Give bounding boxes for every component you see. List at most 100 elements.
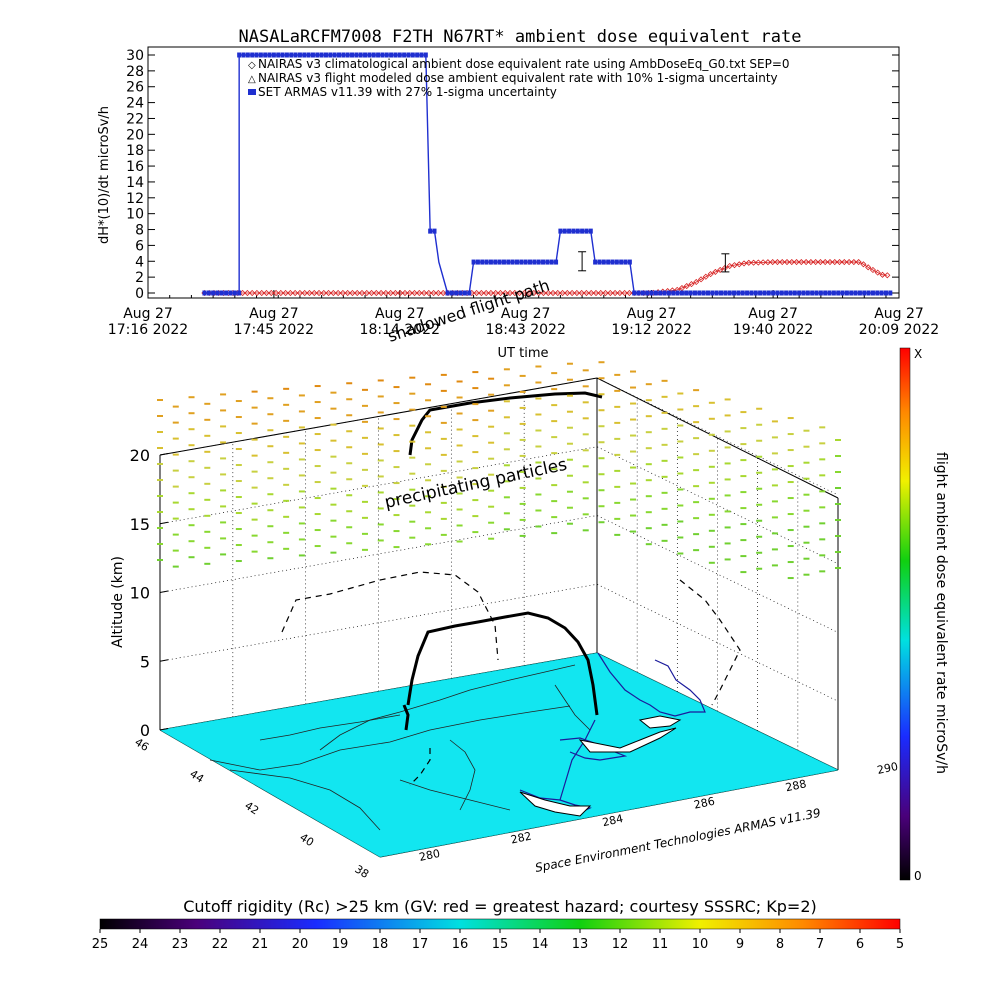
point-armas xyxy=(389,52,394,58)
point-nairas-clim xyxy=(788,258,795,266)
point-armas xyxy=(870,290,875,296)
rigidity-tick-label: 12 xyxy=(612,937,629,952)
point-nairas-clim xyxy=(745,259,752,266)
point-armas xyxy=(601,259,606,265)
point-armas xyxy=(836,290,841,296)
point-armas xyxy=(797,290,802,296)
point-nairas-clim xyxy=(688,281,695,288)
point-armas xyxy=(228,290,233,296)
point-armas xyxy=(580,228,585,234)
rigidity-tick-label: 13 xyxy=(572,937,589,952)
point-armas xyxy=(705,290,710,296)
series-group xyxy=(201,52,893,297)
rigidity-tick-label: 24 xyxy=(132,937,149,952)
point-armas xyxy=(293,52,298,58)
point-armas xyxy=(714,290,719,296)
point-nairas-clim xyxy=(530,289,537,297)
point-armas xyxy=(588,228,593,234)
point-armas xyxy=(371,52,376,58)
point-nairas-clim xyxy=(306,289,313,297)
point-armas xyxy=(232,290,237,296)
point-armas xyxy=(775,290,780,296)
lat-tick-label: 40 xyxy=(297,831,316,849)
y-axis-label: dH*(10)/dt microSv/h xyxy=(97,106,112,244)
point-nairas-clim xyxy=(401,289,409,297)
point-nairas-clim xyxy=(516,289,523,297)
point-nairas-clim xyxy=(559,289,566,297)
point-armas xyxy=(675,290,680,296)
lon-tick-label: 290 xyxy=(876,760,899,777)
point-armas xyxy=(762,290,767,296)
point-nairas-clim xyxy=(841,258,848,266)
point-armas xyxy=(488,259,493,265)
point-armas xyxy=(688,290,693,296)
y-tick-label: 0 xyxy=(135,286,144,302)
point-armas xyxy=(558,228,563,234)
point-nairas-clim xyxy=(296,289,304,297)
x-tick-label-time: 18:14 2022 xyxy=(360,322,440,338)
point-armas xyxy=(280,52,285,58)
point-armas xyxy=(323,52,328,58)
point-armas xyxy=(302,52,307,58)
point-armas xyxy=(345,52,350,58)
point-nairas-clim xyxy=(860,261,867,268)
point-armas xyxy=(818,290,823,296)
point-armas xyxy=(237,52,242,58)
point-nairas-clim xyxy=(779,258,786,266)
point-armas xyxy=(402,52,407,58)
point-armas xyxy=(276,52,281,58)
x-tick-label-date: Aug 27 xyxy=(627,306,677,322)
point-armas xyxy=(697,290,702,296)
point-nairas-clim xyxy=(569,289,576,297)
point-armas xyxy=(419,52,424,58)
point-armas xyxy=(827,290,832,296)
point-armas xyxy=(866,290,871,296)
point-nairas-clim xyxy=(573,289,580,297)
point-nairas-clim xyxy=(554,289,561,297)
point-nairas-clim xyxy=(736,261,743,268)
point-nairas-clim xyxy=(249,289,256,297)
point-armas xyxy=(536,259,541,265)
point-armas xyxy=(484,259,489,265)
point-armas xyxy=(328,52,333,58)
dose-colorbar: X 0 flight ambient dose equivalent rate … xyxy=(899,347,949,883)
point-nairas-clim xyxy=(812,258,819,266)
y-tick-label: 30 xyxy=(126,48,144,64)
point-nairas-clim xyxy=(363,289,370,297)
point-armas xyxy=(315,52,320,58)
point-nairas-clim xyxy=(764,259,771,266)
point-nairas-clim xyxy=(702,273,709,280)
point-nairas-clim xyxy=(740,260,748,267)
latitude-axis: 46 44 42 40 38 xyxy=(132,736,371,881)
point-nairas-clim xyxy=(373,289,380,297)
point-nairas-clim xyxy=(755,259,762,266)
point-nairas-clim xyxy=(263,289,270,297)
shadow-flight-path xyxy=(281,571,741,786)
point-nairas-clim xyxy=(836,258,843,266)
point-armas xyxy=(410,52,415,58)
legend: ◇ NAIRAS v3 climatological ambient dose … xyxy=(248,57,790,99)
point-armas xyxy=(857,290,862,296)
point-armas xyxy=(415,52,420,58)
land-white xyxy=(519,715,682,817)
point-armas xyxy=(740,290,745,296)
point-nairas-clim xyxy=(421,289,428,297)
point-nairas-clim xyxy=(612,289,619,297)
point-nairas-clim xyxy=(492,289,499,297)
point-armas xyxy=(310,52,315,58)
dose-colorbar-title: flight ambient dose equivalent rate micr… xyxy=(933,452,949,774)
point-armas xyxy=(354,52,359,58)
point-nairas-clim xyxy=(430,289,437,297)
point-armas xyxy=(406,52,411,58)
point-armas xyxy=(823,290,828,296)
rigidity-tick-label: 15 xyxy=(492,937,509,952)
page-title: NASALaRCFM7008 F2TH N67RT* ambient dose … xyxy=(239,27,802,47)
point-armas xyxy=(376,52,381,58)
point-nairas-clim xyxy=(292,289,299,297)
legend-marker-triangle: △ xyxy=(248,74,256,85)
point-armas xyxy=(732,290,737,296)
point-nairas-clim xyxy=(473,289,480,297)
z-tick xyxy=(159,728,169,731)
grid-line-z xyxy=(159,446,839,565)
